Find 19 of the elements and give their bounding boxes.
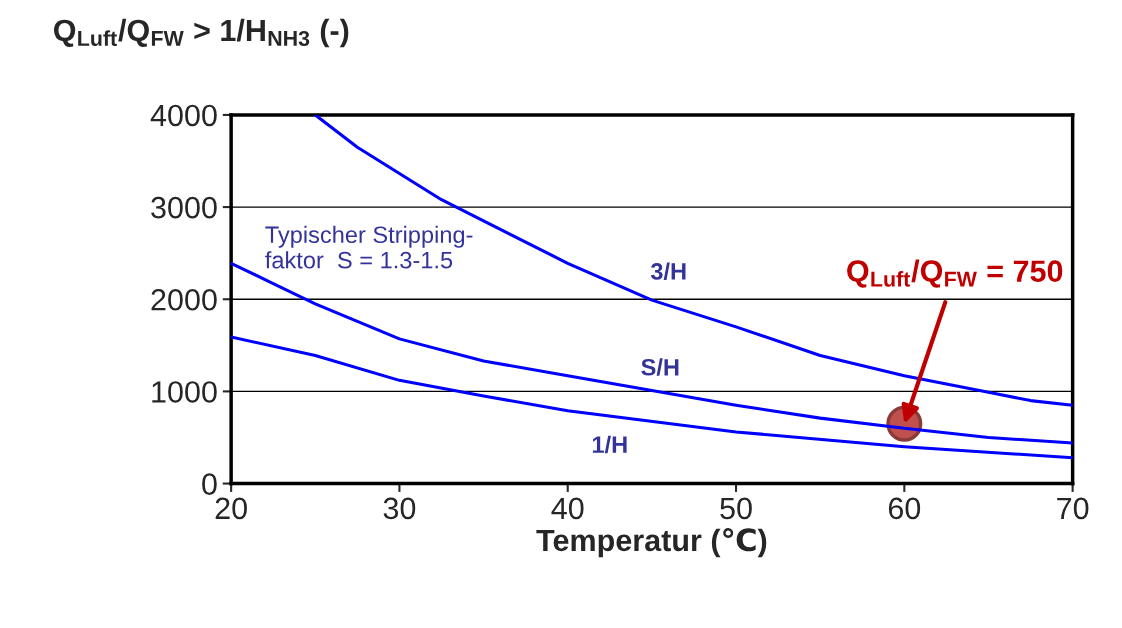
y-tick-label: 0 [202,473,217,495]
chart-title: Q$_{Luft}$/Q$_{FW}$ > 1/H$_{NH3}$ (-) [53,18,349,48]
annotation: 1/H [592,435,627,454]
y-tick-label: 3000 [151,196,217,219]
annotation: S/H [641,358,679,376]
x-tick-label: 50 [720,497,752,520]
y-tick-label: 1000 [152,381,217,403]
x-tick-label: 60 [888,497,921,520]
y-tick-label: 4000 [150,104,217,127]
line-series [231,335,1073,460]
annotation: Typischer Stripping- faktor S = 1.3-1.5 [265,225,473,269]
x-tick-label: 40 [551,497,584,520]
x-tick-label: 30 [383,497,416,520]
annotation: Q$_{Luft}$/Q$_{FW}$ = 750 [847,259,1063,288]
x-tick-label: 20 [215,497,247,520]
x-axis-title: Temperatur (℃) [536,528,767,558]
annotation: 3/H [650,262,686,281]
x-tick-label: 70 [1057,497,1089,520]
y-tick-label: 2000 [151,288,217,311]
